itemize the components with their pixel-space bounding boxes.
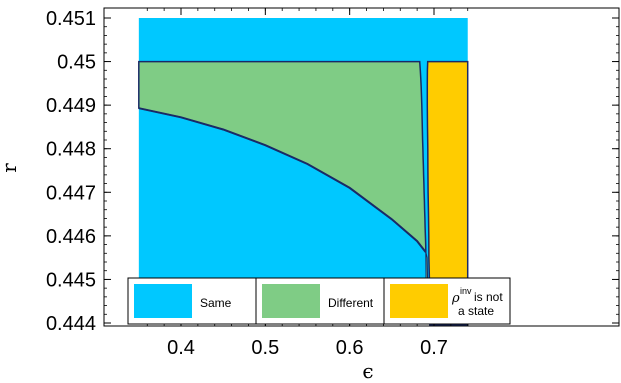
y-tick-label: 0.445 bbox=[46, 269, 96, 291]
legend-label-line2: a state bbox=[458, 304, 494, 318]
legend-label: Different bbox=[328, 296, 374, 310]
y-tick-label: 0.444 bbox=[46, 313, 96, 335]
y-tick-label: 0.448 bbox=[46, 139, 96, 161]
boundary-curve bbox=[138, 107, 427, 253]
x-tick-label: 0.5 bbox=[251, 337, 279, 359]
legend-label: Same bbox=[200, 296, 232, 310]
y-tick-label: 0.45 bbox=[57, 52, 96, 74]
legend-swatch bbox=[390, 284, 448, 318]
legend-label-sup: inv bbox=[460, 286, 472, 296]
legend-swatch bbox=[134, 284, 192, 318]
x-tick-label: 0.4 bbox=[167, 337, 195, 359]
legend-swatch bbox=[262, 284, 320, 318]
plot-frame bbox=[103, 7, 620, 327]
y-tick-label: 0.446 bbox=[46, 226, 96, 248]
frame-border bbox=[103, 7, 620, 327]
legend-label-rho: ρ bbox=[451, 291, 460, 306]
x-tick-label: 0.6 bbox=[336, 337, 364, 359]
y-tick-label: 0.451 bbox=[46, 8, 96, 30]
y-axis-label: r bbox=[0, 163, 21, 173]
y-axis: 0.444 0.445 0.446 0.447 0.448 0.449 0.45 0.451 bbox=[46, 8, 619, 335]
region-not-a-state bbox=[426, 60, 469, 326]
y-tick-label: 0.449 bbox=[46, 95, 96, 117]
y-tick-label: 0.447 bbox=[46, 182, 96, 204]
x-axis-label: ϵ bbox=[362, 359, 373, 383]
legend-label-line1: is not bbox=[474, 290, 503, 304]
plot-area bbox=[138, 18, 469, 326]
x-tick-label: 0.7 bbox=[420, 337, 448, 359]
